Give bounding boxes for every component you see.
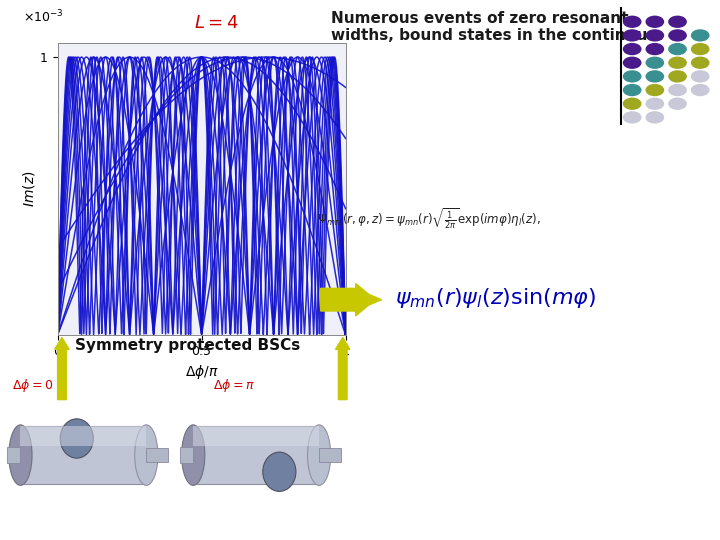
FancyBboxPatch shape: [20, 427, 146, 446]
Ellipse shape: [60, 419, 94, 458]
FancyBboxPatch shape: [319, 448, 341, 462]
Circle shape: [624, 71, 641, 82]
Circle shape: [691, 57, 708, 68]
X-axis label: $\Delta\phi/\pi$: $\Delta\phi/\pi$: [184, 363, 219, 381]
FancyBboxPatch shape: [7, 447, 20, 463]
FancyBboxPatch shape: [193, 427, 319, 446]
Circle shape: [624, 112, 641, 123]
FancyBboxPatch shape: [180, 447, 193, 463]
Text: $L = 4$: $L = 4$: [194, 14, 238, 31]
Circle shape: [624, 44, 641, 55]
FancyBboxPatch shape: [146, 448, 168, 462]
Circle shape: [669, 71, 686, 82]
Circle shape: [691, 44, 708, 55]
Circle shape: [624, 98, 641, 109]
Circle shape: [691, 85, 708, 96]
Text: $\times10^{-3}$: $\times10^{-3}$: [23, 9, 64, 26]
Circle shape: [624, 30, 641, 41]
Circle shape: [624, 57, 641, 68]
FancyBboxPatch shape: [193, 427, 319, 484]
Text: $\Delta\phi = \pi$: $\Delta\phi = \pi$: [213, 376, 255, 394]
Ellipse shape: [263, 452, 296, 491]
Circle shape: [647, 85, 664, 96]
Text: $\Delta\phi = 0$: $\Delta\phi = 0$: [12, 376, 53, 394]
Ellipse shape: [135, 425, 158, 485]
Circle shape: [669, 57, 686, 68]
Text: $\psi_{mn}(r)\psi_l(z)\sin(m\varphi)$: $\psi_{mn}(r)\psi_l(z)\sin(m\varphi)$: [395, 286, 595, 310]
Circle shape: [669, 16, 686, 27]
FancyArrow shape: [342, 294, 382, 306]
Circle shape: [691, 71, 708, 82]
Circle shape: [647, 71, 664, 82]
Text: Symmetry protected BSCs: Symmetry protected BSCs: [75, 338, 300, 353]
Y-axis label: $Im(z)$: $Im(z)$: [21, 171, 37, 207]
Circle shape: [669, 30, 686, 41]
Circle shape: [647, 16, 664, 27]
FancyArrow shape: [336, 338, 350, 400]
Circle shape: [691, 30, 708, 41]
Circle shape: [647, 98, 664, 109]
Circle shape: [647, 57, 664, 68]
Circle shape: [647, 30, 664, 41]
FancyArrow shape: [320, 284, 375, 316]
Circle shape: [647, 112, 664, 123]
Ellipse shape: [181, 425, 204, 485]
Text: $\Psi_{mnl}(r,\varphi,z) = \psi_{mn}(r)\sqrt{\frac{1}{2\pi}}\exp(im\varphi)\eta_: $\Psi_{mnl}(r,\varphi,z) = \psi_{mn}(r)\…: [317, 206, 541, 231]
Text: Numerous events of zero resonant
widths, bound states in the continuum: Numerous events of zero resonant widths,…: [331, 11, 663, 43]
FancyBboxPatch shape: [20, 427, 146, 484]
Ellipse shape: [9, 425, 32, 485]
Circle shape: [624, 85, 641, 96]
FancyArrow shape: [55, 338, 69, 400]
Circle shape: [624, 16, 641, 27]
Circle shape: [669, 85, 686, 96]
Circle shape: [647, 44, 664, 55]
Circle shape: [669, 44, 686, 55]
Ellipse shape: [307, 425, 330, 485]
Circle shape: [669, 98, 686, 109]
